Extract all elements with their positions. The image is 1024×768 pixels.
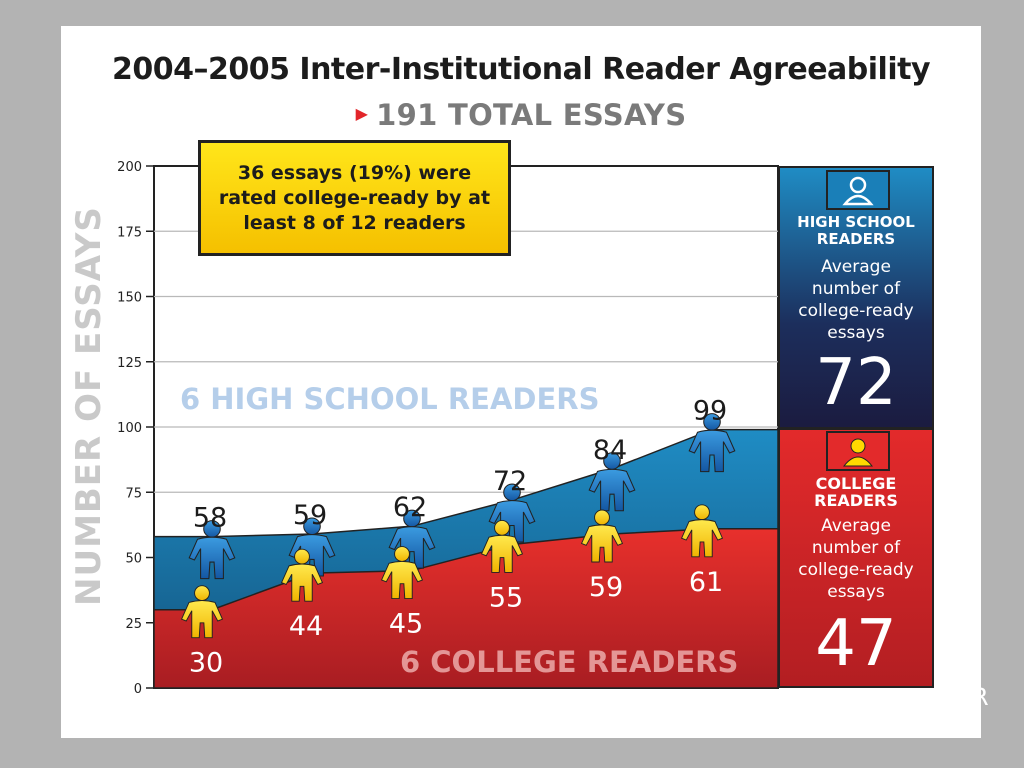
college-reader-figure <box>680 504 724 558</box>
college-reader-figure <box>180 585 224 639</box>
high-school-value-label: 84 <box>593 435 627 466</box>
college-reader-figure <box>380 546 424 600</box>
college-value-label: 44 <box>289 611 323 642</box>
subtitle-text: 191 TOTAL ESSAYS <box>376 98 687 132</box>
college-summary: COLLEGE READERS Average number of colleg… <box>780 429 932 686</box>
high-school-value-label: 59 <box>293 500 327 531</box>
high-school-description: Average number of college-ready essays <box>798 257 914 343</box>
y-tick-label: 50 <box>125 552 142 567</box>
high-school-reader-figure <box>588 452 636 512</box>
y-tick-label: 75 <box>125 486 142 501</box>
high-school-value-label: 58 <box>193 503 227 534</box>
callout-box: 36 essays (19%) were rated college-ready… <box>198 140 511 256</box>
college-value-label: 45 <box>389 609 423 640</box>
high-school-reader-figure <box>188 520 236 580</box>
college-value-label: 61 <box>689 567 723 598</box>
callout-text: 36 essays (19%) were rated college-ready… <box>218 161 491 234</box>
summary-panel: HIGH SCHOOL READERS Average number of co… <box>778 166 934 688</box>
college-series-label: 6 COLLEGE READERS <box>400 645 738 679</box>
college-value-label: 55 <box>489 582 523 613</box>
college-description: Average number of college-ready essays <box>798 516 914 602</box>
college-value-label: 30 <box>189 648 223 679</box>
y-axis-label: NUMBER OF ESSAYS <box>69 206 109 606</box>
high-school-value-label: 62 <box>393 492 427 523</box>
high-school-heading: HIGH SCHOOL READERS <box>797 213 915 248</box>
y-tick-label: 175 <box>117 225 142 240</box>
panel-divider <box>780 427 932 430</box>
college-value-label: 59 <box>589 572 623 603</box>
college-reader-figure <box>280 548 324 602</box>
high-school-series-label: 6 HIGH SCHOOL READERS <box>180 382 600 416</box>
chart-subtitle: ▶ 191 TOTAL ESSAYS <box>61 98 981 132</box>
college-heading: COLLEGE READERS <box>814 474 898 510</box>
high-school-reader-icon <box>826 170 890 210</box>
y-tick-label: 200 <box>117 160 142 175</box>
college-reader-figure <box>580 509 624 563</box>
triangle-marker-icon: ▶ <box>355 104 369 123</box>
college-reader-icon <box>826 431 890 471</box>
y-tick-label: 150 <box>117 291 142 306</box>
high-school-average: 72 <box>815 346 897 420</box>
stray-letter: R <box>972 683 989 711</box>
high-school-value-label: 72 <box>493 466 527 497</box>
chart-title: 2004–2005 Inter-Institutional Reader Agr… <box>111 52 931 87</box>
y-tick-label: 25 <box>125 617 142 632</box>
y-tick-label: 100 <box>117 421 142 436</box>
infographic-card: 2004–2005 Inter-Institutional Reader Agr… <box>61 26 981 738</box>
high-school-value-label: 99 <box>693 396 727 427</box>
high-school-summary: HIGH SCHOOL READERS Average number of co… <box>780 168 932 429</box>
college-average: 47 <box>815 607 897 681</box>
high-school-reader-figure <box>688 413 736 473</box>
college-reader-figure <box>480 519 524 573</box>
y-tick-label: 125 <box>117 356 142 371</box>
y-tick-label: 0 <box>134 682 142 697</box>
